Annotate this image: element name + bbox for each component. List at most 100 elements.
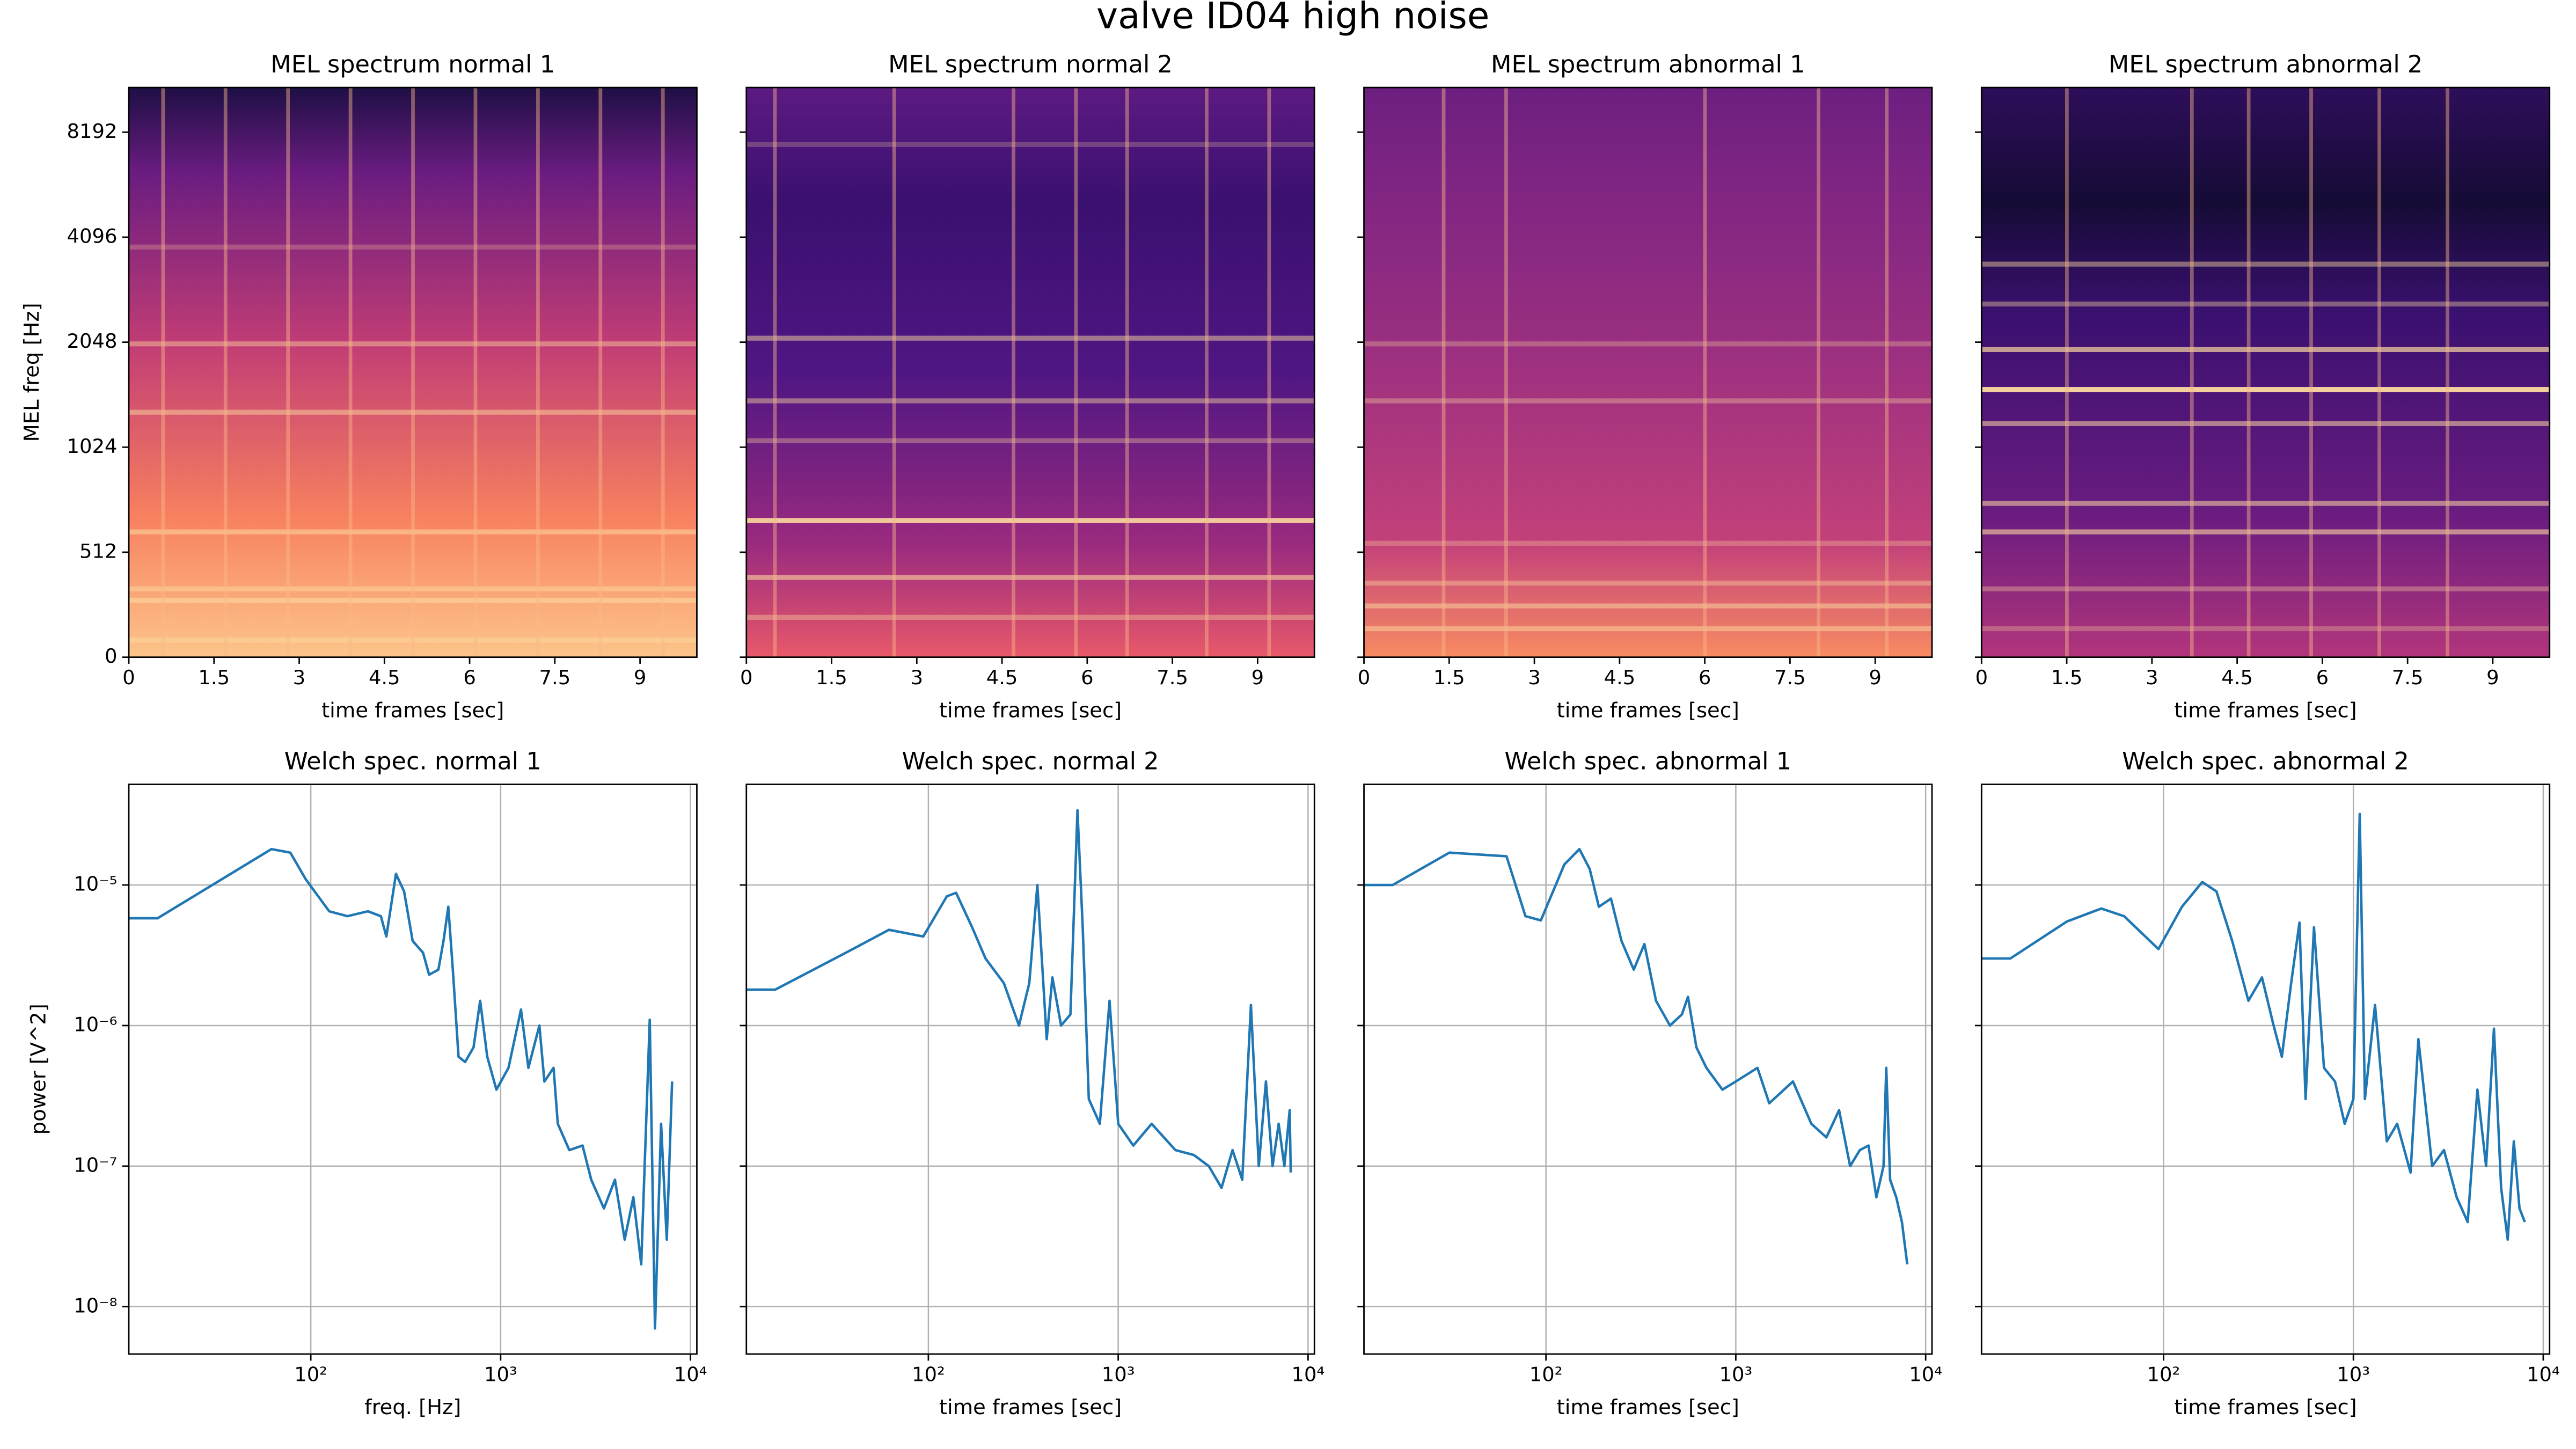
axes-frame (128, 784, 698, 1355)
x-tick-label: 4.5 (986, 666, 1018, 689)
x-tick-label: 6 (1699, 666, 1711, 689)
spectrogram-band (1981, 387, 2550, 392)
spectrogram-band (746, 518, 1315, 523)
spectrogram-band (1364, 540, 1932, 546)
subplot-title: Welch spec. abnormal 2 (2122, 748, 2409, 775)
x-tick-label: 10³ (2337, 1363, 2370, 1386)
spectrogram-band (1364, 603, 1932, 609)
spectrogram-band (1981, 261, 2550, 267)
spectrogram-streak (348, 87, 353, 657)
x-axis-label: time frames [sec] (1557, 1395, 1739, 1419)
x-tick-label: 10⁴ (674, 1363, 707, 1386)
y-tick-label: 4096 (67, 224, 118, 247)
x-tick-label: 1.5 (1433, 666, 1465, 689)
x-tick-label: 6 (463, 666, 475, 689)
spectrogram-band (129, 409, 697, 415)
spectrogram-streak (286, 87, 290, 657)
figure-title: valve ID04 high noise (1096, 0, 1489, 36)
spectrum-line (129, 847, 674, 1330)
x-axis-label: time frames [sec] (2174, 1395, 2357, 1419)
x-tick-label: 10³ (1102, 1363, 1135, 1386)
x-tick-label: 10² (1529, 1363, 1563, 1386)
x-tick-label: 1.5 (2051, 666, 2083, 689)
spectrogram-streak (1267, 87, 1271, 657)
x-tick-label: 3 (2146, 666, 2158, 689)
y-tick-label: 10⁻⁶ (74, 1013, 117, 1036)
x-axis-label: time frames [sec] (321, 699, 504, 723)
x-tick-label: 10³ (1719, 1363, 1753, 1386)
x-tick-label: 0 (740, 666, 752, 689)
spectrogram-streak (2446, 87, 2449, 657)
x-tick-label: 10³ (484, 1363, 517, 1386)
spectrogram-band (746, 398, 1315, 404)
x-tick-label: 3 (911, 666, 923, 689)
spectrogram-streak (661, 87, 665, 657)
spectrogram-streak (1703, 87, 1707, 657)
x-tick-label: 7.5 (1774, 666, 1806, 689)
x-tick-label: 7.5 (1157, 666, 1188, 689)
spectrogram-streak (1885, 87, 1889, 657)
x-tick-label: 3 (293, 666, 305, 689)
x-tick-label: 10⁴ (1292, 1363, 1325, 1386)
y-tick-label: 2048 (67, 330, 118, 353)
spectrogram-band (1981, 421, 2550, 426)
spectrum-line (746, 809, 1292, 1189)
spectrum-line (1364, 847, 1909, 1265)
spectrogram-band (1364, 398, 1932, 404)
spectrogram-streak (411, 87, 415, 657)
spectrogram-streak (1205, 87, 1209, 657)
spectrogram-streak (2309, 87, 2313, 657)
subplot-title: Welch spec. normal 1 (284, 748, 541, 775)
axes-frame (1980, 784, 2551, 1355)
spectrogram-band (129, 341, 697, 347)
spectrum-line (1981, 813, 2526, 1241)
spectrogram-band (129, 597, 697, 603)
spectrogram-streak (536, 87, 540, 657)
x-tick-label: 9 (2486, 666, 2499, 689)
subplot-title: MEL spectrum normal 2 (888, 50, 1173, 78)
spectrogram-streak (892, 87, 896, 657)
x-tick-label: 0 (1975, 666, 1988, 689)
y-tick-label: 10⁻⁸ (74, 1294, 117, 1317)
x-tick-label: 9 (1252, 666, 1264, 689)
spectrogram-band (1981, 347, 2550, 352)
spectrogram-streak (1074, 87, 1078, 657)
spectrogram-streak (2065, 87, 2069, 657)
x-tick-label: 6 (1081, 666, 1093, 689)
axes-frame (1363, 784, 1933, 1355)
x-tick-label: 0 (1358, 666, 1370, 689)
x-axis-label: freq. [Hz] (364, 1395, 461, 1419)
x-tick-label: 4.5 (1604, 666, 1635, 689)
y-tick-label: 512 (79, 539, 117, 562)
x-axis-label: time frames [sec] (939, 1395, 1122, 1419)
x-tick-label: 10⁴ (2527, 1363, 2560, 1386)
subplot-title: MEL spectrum abnormal 1 (1491, 50, 1805, 78)
subplot-title: Welch spec. normal 2 (902, 748, 1159, 775)
y-axis-label: power [V^2] (26, 1004, 50, 1135)
x-axis-label: time frames [sec] (939, 699, 1122, 723)
x-tick-label: 6 (2316, 666, 2329, 689)
spectrogram-background (1981, 87, 2550, 657)
y-tick-label: 10⁻⁵ (74, 873, 117, 896)
spectrogram-streak (473, 87, 478, 657)
spectrogram-band (1981, 529, 2550, 535)
x-tick-label: 0 (122, 666, 135, 689)
spectrogram-streak (1817, 87, 1820, 657)
y-tick-label: 8192 (67, 120, 118, 143)
x-tick-label: 7.5 (539, 666, 570, 689)
spectrogram-streak (1125, 87, 1129, 657)
spectrogram-streak (223, 87, 228, 657)
spectrogram-image (746, 87, 1315, 657)
spectrogram-streak (1441, 87, 1446, 657)
spectrogram-streak (161, 87, 165, 657)
spectrogram-band (1364, 341, 1932, 347)
spectrogram-image (129, 87, 697, 657)
x-tick-label: 9 (634, 666, 646, 689)
spectrogram-background (129, 87, 697, 657)
spectrogram-band (746, 335, 1315, 341)
spectrogram-band (129, 586, 697, 591)
spectrogram-band (1364, 626, 1932, 632)
spectrogram-band (746, 438, 1315, 443)
spectrogram-streak (773, 87, 777, 657)
